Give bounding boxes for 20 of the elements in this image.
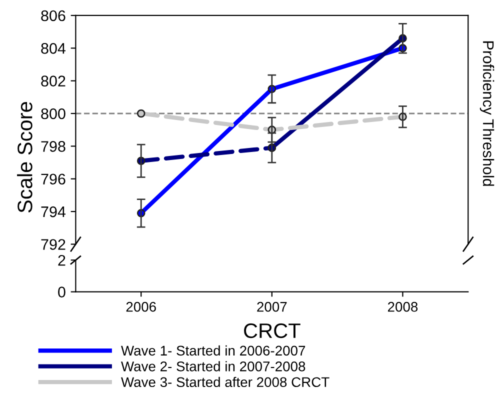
y-tick-label: 796 [41, 174, 66, 185]
x-axis-title: CRCT [244, 323, 300, 338]
x-tick-label: 2008 [388, 302, 418, 312]
ref-line-label: Proficiency Threshold [480, 41, 494, 186]
y-tick-label: 792 [41, 239, 66, 250]
y-tick-label: 804 [41, 43, 66, 54]
x-tick-label: 2006 [126, 302, 156, 312]
point [136, 109, 146, 118]
y-tick-label: 2 [58, 254, 66, 266]
legend-label: Wave 2- Started in 2007-2008 [121, 361, 306, 372]
y-tick-label: 798 [41, 141, 66, 152]
y-tick-label: 794 [41, 206, 66, 218]
y-tick-label: 0 [58, 286, 66, 298]
y-tick-label: 806 [41, 10, 66, 22]
x-tick-label: 2007 [257, 302, 287, 312]
legend-label: Wave 1- Started in 2006-2007 [121, 345, 306, 356]
y-tick-label: 800 [41, 108, 66, 120]
y-axis-title: Scale Score [17, 102, 32, 212]
y-tick-label: 802 [41, 76, 66, 87]
legend-label: Wave 3- Started after 2008 CRCT [121, 376, 330, 388]
